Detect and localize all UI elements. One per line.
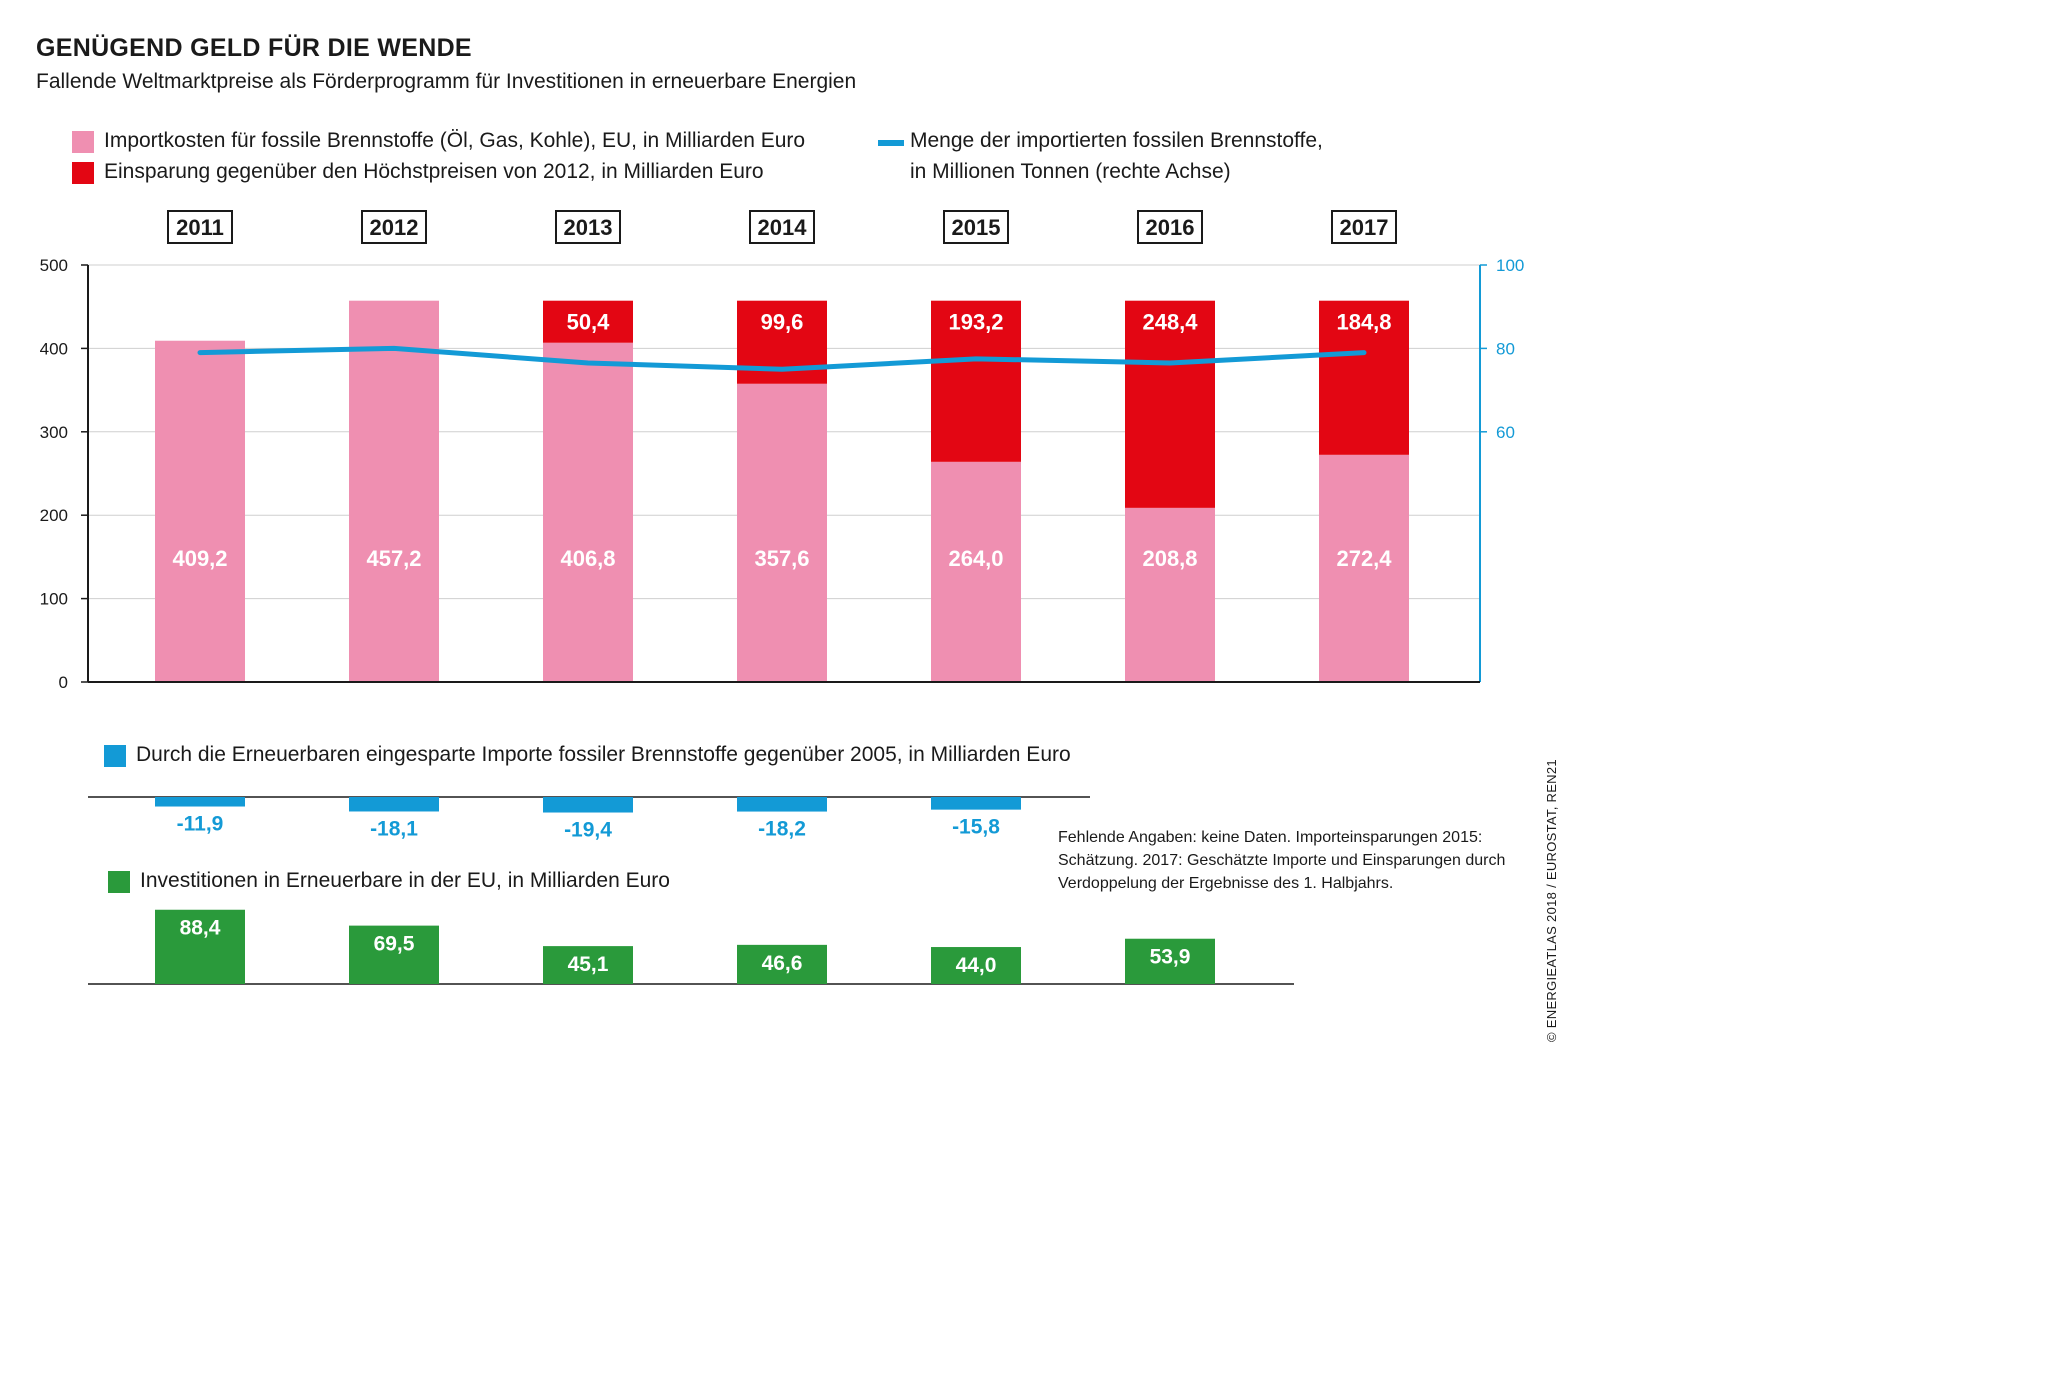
bar-renewable-savings-label: -18,1 (370, 817, 418, 840)
bar-investment (1125, 938, 1215, 984)
year-box (1137, 210, 1203, 244)
bar-renewable-savings (543, 797, 633, 813)
y-tick-label: 200 (40, 506, 68, 525)
y-tick-label: 100 (40, 590, 68, 609)
bar-import (155, 340, 245, 682)
bar-import-label: 264,0 (948, 546, 1003, 571)
bar-investment (155, 909, 245, 984)
bar-investment-label: 44,0 (956, 954, 997, 977)
chart-subtitle: Fallende Weltmarktpreise als Förderprogr… (36, 70, 857, 93)
chart-title: GENÜGEND GELD FÜR DIE WENDE (36, 34, 472, 62)
bar-savings-label: 184,8 (1336, 310, 1391, 335)
bar-import (737, 383, 827, 682)
bar-renewable-savings-label: -18,2 (758, 818, 806, 841)
year-label: 2012 (370, 215, 419, 240)
bar-investment (737, 944, 827, 984)
year-box (1331, 210, 1397, 244)
y-tick-label: 400 (40, 339, 68, 358)
bar-import (1319, 454, 1409, 682)
bar-import (1125, 507, 1215, 682)
bar-investment (931, 947, 1021, 984)
bar-renewable-savings-label: -11,9 (177, 813, 224, 836)
bar-import-label: 406,8 (560, 546, 615, 571)
bar-savings (1125, 300, 1215, 508)
legend-swatch-quantity (878, 140, 904, 146)
bar-investment-label: 53,9 (1150, 946, 1191, 969)
legend-swatch-investments (108, 871, 130, 893)
legend-swatch-savings (72, 162, 94, 184)
legend-label-renewable-savings: Durch die Erneuerbaren eingesparte Impor… (136, 743, 1071, 766)
year-label: 2014 (758, 215, 808, 240)
bar-savings (543, 300, 633, 343)
legend-label-quantity-2: in Millionen Tonnen (rechte Achse) (910, 160, 1231, 183)
bar-import-label: 457,2 (366, 546, 421, 571)
legend-label-quantity-1: Menge der importierten fossilen Brennsto… (910, 129, 1323, 152)
footnote: Fehlende Angaben: keine Daten. Importein… (1058, 829, 1506, 892)
bar-renewable-savings (155, 797, 245, 807)
bar-investment (349, 925, 439, 984)
year-box (167, 210, 233, 244)
legend-label-investments: Investitionen in Erneuerbare in der EU, … (140, 869, 670, 892)
bar-renewable-savings-label: -15,8 (952, 816, 1000, 839)
y-right-tick-label: 80 (1496, 339, 1515, 358)
year-box (361, 210, 427, 244)
year-label: 2013 (564, 215, 613, 240)
bar-savings-label: 50,4 (567, 310, 611, 335)
bar-import-label: 208,8 (1142, 546, 1197, 571)
bar-import-label: 409,2 (172, 546, 227, 571)
bar-savings (1319, 300, 1409, 455)
bar-investment (543, 946, 633, 984)
year-box (749, 210, 815, 244)
bar-renewable-savings (931, 797, 1021, 810)
bar-renewable-savings (349, 797, 439, 812)
bar-import-label: 357,6 (754, 546, 809, 571)
bar-investment-label: 46,6 (762, 952, 803, 975)
year-label: 2017 (1340, 215, 1389, 240)
year-label: 2011 (176, 215, 224, 240)
bar-renewable-savings (737, 797, 827, 812)
quantity-line (197, 345, 1367, 372)
year-box (943, 210, 1009, 244)
year-box (555, 210, 621, 244)
y-tick-label: 300 (40, 423, 68, 442)
legend-swatch-renewable-savings (104, 745, 126, 767)
bar-savings-label: 248,4 (1142, 310, 1198, 335)
bar-investment-label: 45,1 (568, 953, 609, 976)
bar-import (349, 300, 439, 682)
y-right-tick-label: 60 (1496, 423, 1515, 442)
legend-label-savings: Einsparung gegenüber den Höchstpreisen v… (104, 160, 764, 183)
legend-swatch-import (72, 131, 94, 153)
year-label: 2016 (1146, 215, 1195, 240)
bar-savings-label: 99,6 (761, 310, 804, 335)
chart-canvas: 0 100 200 300 400 500 60 80 100 409,2 2011 457,2 201… (40, 210, 1524, 985)
bar-import (543, 342, 633, 682)
bar-savings (931, 300, 1021, 462)
y-tick-label: 0 (59, 673, 68, 692)
bar-import-label: 272,4 (1336, 546, 1392, 571)
bar-savings-label: 193,2 (948, 310, 1003, 335)
bar-investment-label: 88,4 (180, 917, 221, 940)
bar-renewable-savings-label: -19,4 (564, 819, 612, 842)
legend-label-import: Importkosten für fossile Brennstoffe (Öl… (104, 129, 806, 152)
bar-investment-label: 69,5 (374, 933, 415, 956)
y-tick-label: 500 (40, 256, 68, 275)
year-label: 2015 (952, 215, 1001, 240)
y-right-tick-label: 100 (1496, 256, 1524, 275)
bar-import (931, 461, 1021, 682)
